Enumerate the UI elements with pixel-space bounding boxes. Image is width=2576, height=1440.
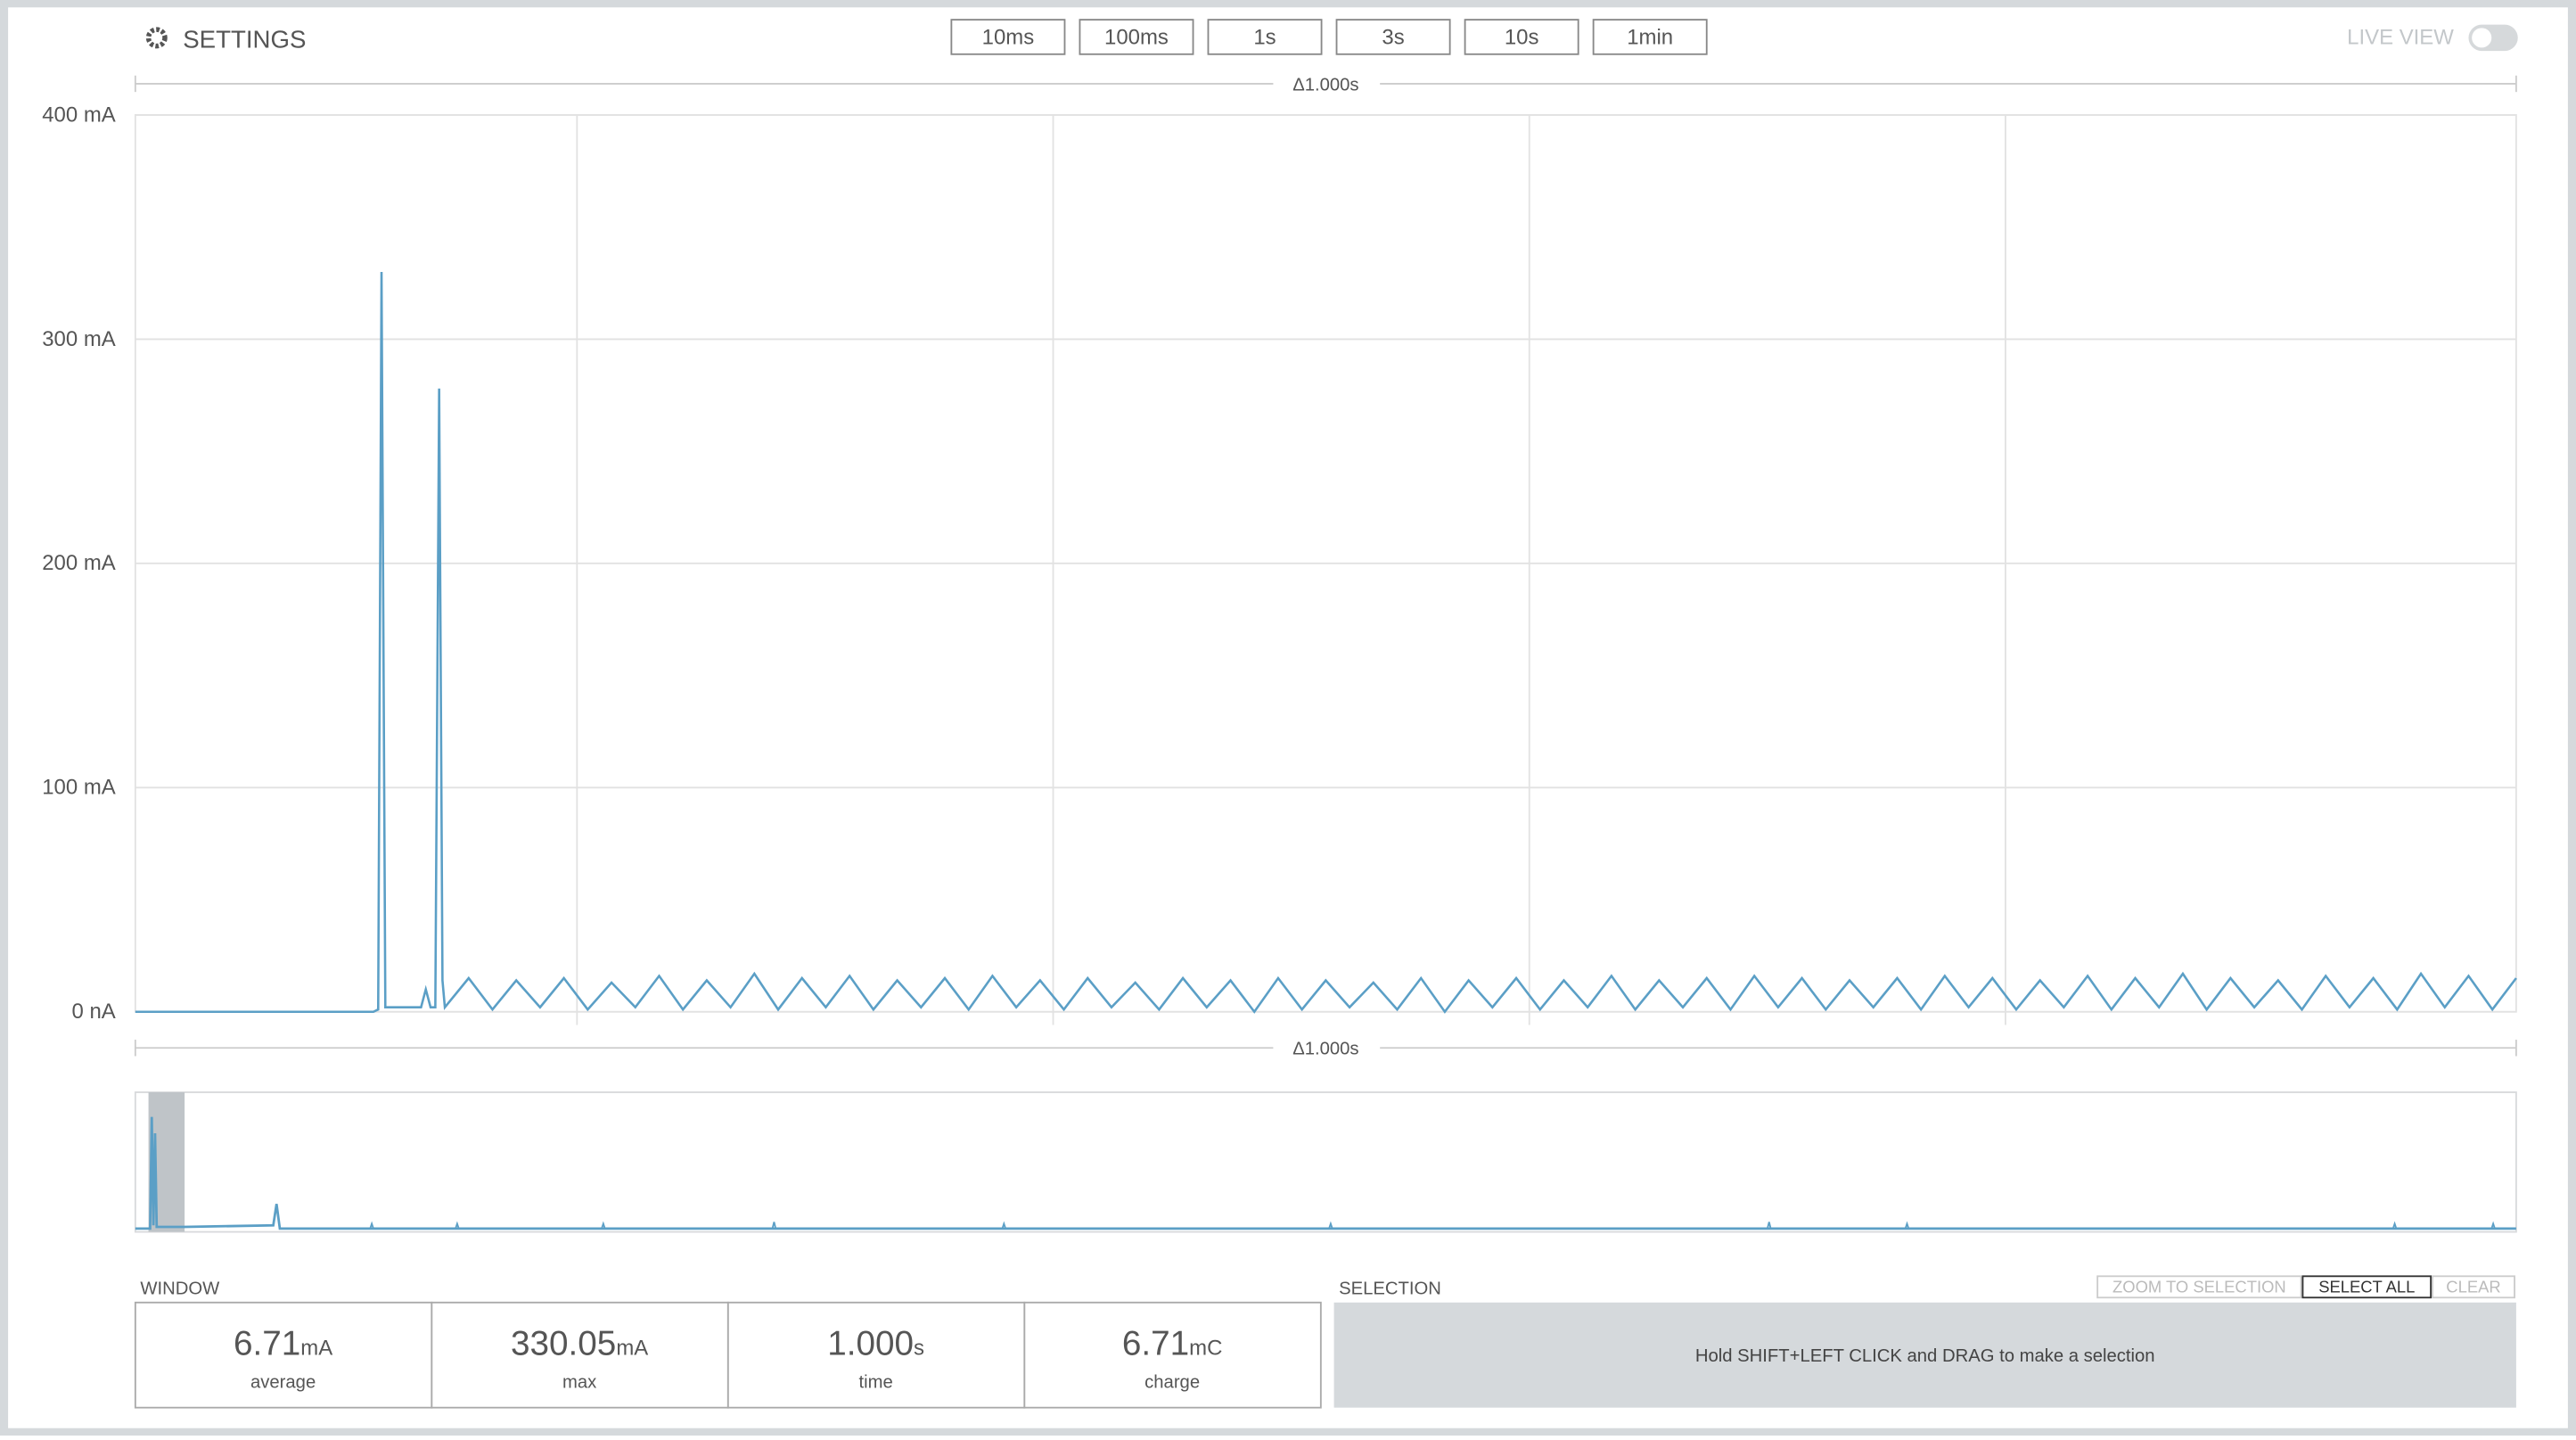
y-tick-label: 0 nA	[71, 1000, 115, 1024]
stat-box	[1023, 1301, 1322, 1409]
stat-label: average	[250, 1373, 316, 1393]
range-label: 1s	[1253, 26, 1276, 50]
stat-unit: mC	[1189, 1337, 1222, 1361]
delta-label: Δ1.000s	[1292, 1040, 1358, 1059]
selection-hint: Hold SHIFT+LEFT CLICK and DRAG to make a…	[1695, 1346, 2155, 1366]
minimap-trace	[135, 1116, 2516, 1230]
stat-number: 1.000	[827, 1325, 914, 1363]
stat-box	[431, 1301, 729, 1409]
stat-unit: mA	[616, 1337, 648, 1361]
stat-value: 6.71mA	[234, 1325, 332, 1363]
selection-button-label: CLEAR	[2446, 1278, 2500, 1296]
range-button[interactable]	[1207, 19, 1323, 55]
current-trace	[135, 271, 2517, 1014]
minimap	[134, 1091, 2517, 1233]
selection-button-label: SELECT ALL	[2318, 1278, 2415, 1296]
selection-button[interactable]	[2301, 1275, 2432, 1299]
stat-label: max	[562, 1373, 596, 1393]
stat-number: 6.71	[234, 1325, 300, 1363]
stat-value: 330.05mA	[511, 1325, 648, 1363]
stat-box	[134, 1301, 433, 1409]
selection-button-label: ZOOM TO SELECTION	[2112, 1278, 2286, 1296]
stat-number: 330.05	[511, 1325, 616, 1363]
range-label: 10ms	[982, 26, 1035, 50]
range-label: 100ms	[1104, 26, 1169, 50]
y-tick-label: 100 mA	[42, 776, 116, 800]
gear-icon	[145, 27, 168, 49]
stat-label: time	[858, 1373, 892, 1393]
selection-button[interactable]	[2096, 1275, 2302, 1299]
y-tick-label: 200 mA	[42, 551, 116, 575]
stat-label: charge	[1144, 1373, 1200, 1393]
window-title: WINDOW	[140, 1280, 220, 1299]
minimap-peaks	[369, 1221, 2496, 1230]
selection-panel	[1333, 1302, 2516, 1408]
live-view-label: LIVE VIEW	[2347, 26, 2454, 50]
stat-number: 6.71	[1122, 1325, 1189, 1363]
stat-box	[726, 1301, 1026, 1409]
range-button[interactable]	[1079, 19, 1194, 55]
y-tick-label: 300 mA	[42, 327, 116, 351]
stat-unit: mA	[300, 1337, 332, 1361]
range-button[interactable]	[1464, 19, 1579, 55]
settings-label: SETTINGS	[183, 25, 306, 53]
range-label: 10s	[1505, 26, 1539, 50]
toggle-knob	[2472, 28, 2492, 48]
selection-button[interactable]	[2432, 1275, 2515, 1299]
y-tick-label: 400 mA	[42, 103, 116, 127]
range-button[interactable]	[1335, 19, 1451, 55]
stat-unit: s	[914, 1337, 924, 1361]
stat-value: 6.71mC	[1122, 1325, 1223, 1363]
range-button[interactable]	[1592, 19, 1708, 55]
delta-label: Δ1.000s	[1292, 75, 1358, 95]
settings-button[interactable]: SETTINGS	[145, 25, 307, 53]
selection-title: SELECTION	[1339, 1280, 1441, 1299]
range-label: 3s	[1382, 26, 1404, 50]
range-label: 1min	[1627, 26, 1673, 50]
range-button[interactable]	[950, 19, 1066, 55]
stat-value: 1.000s	[827, 1325, 924, 1363]
